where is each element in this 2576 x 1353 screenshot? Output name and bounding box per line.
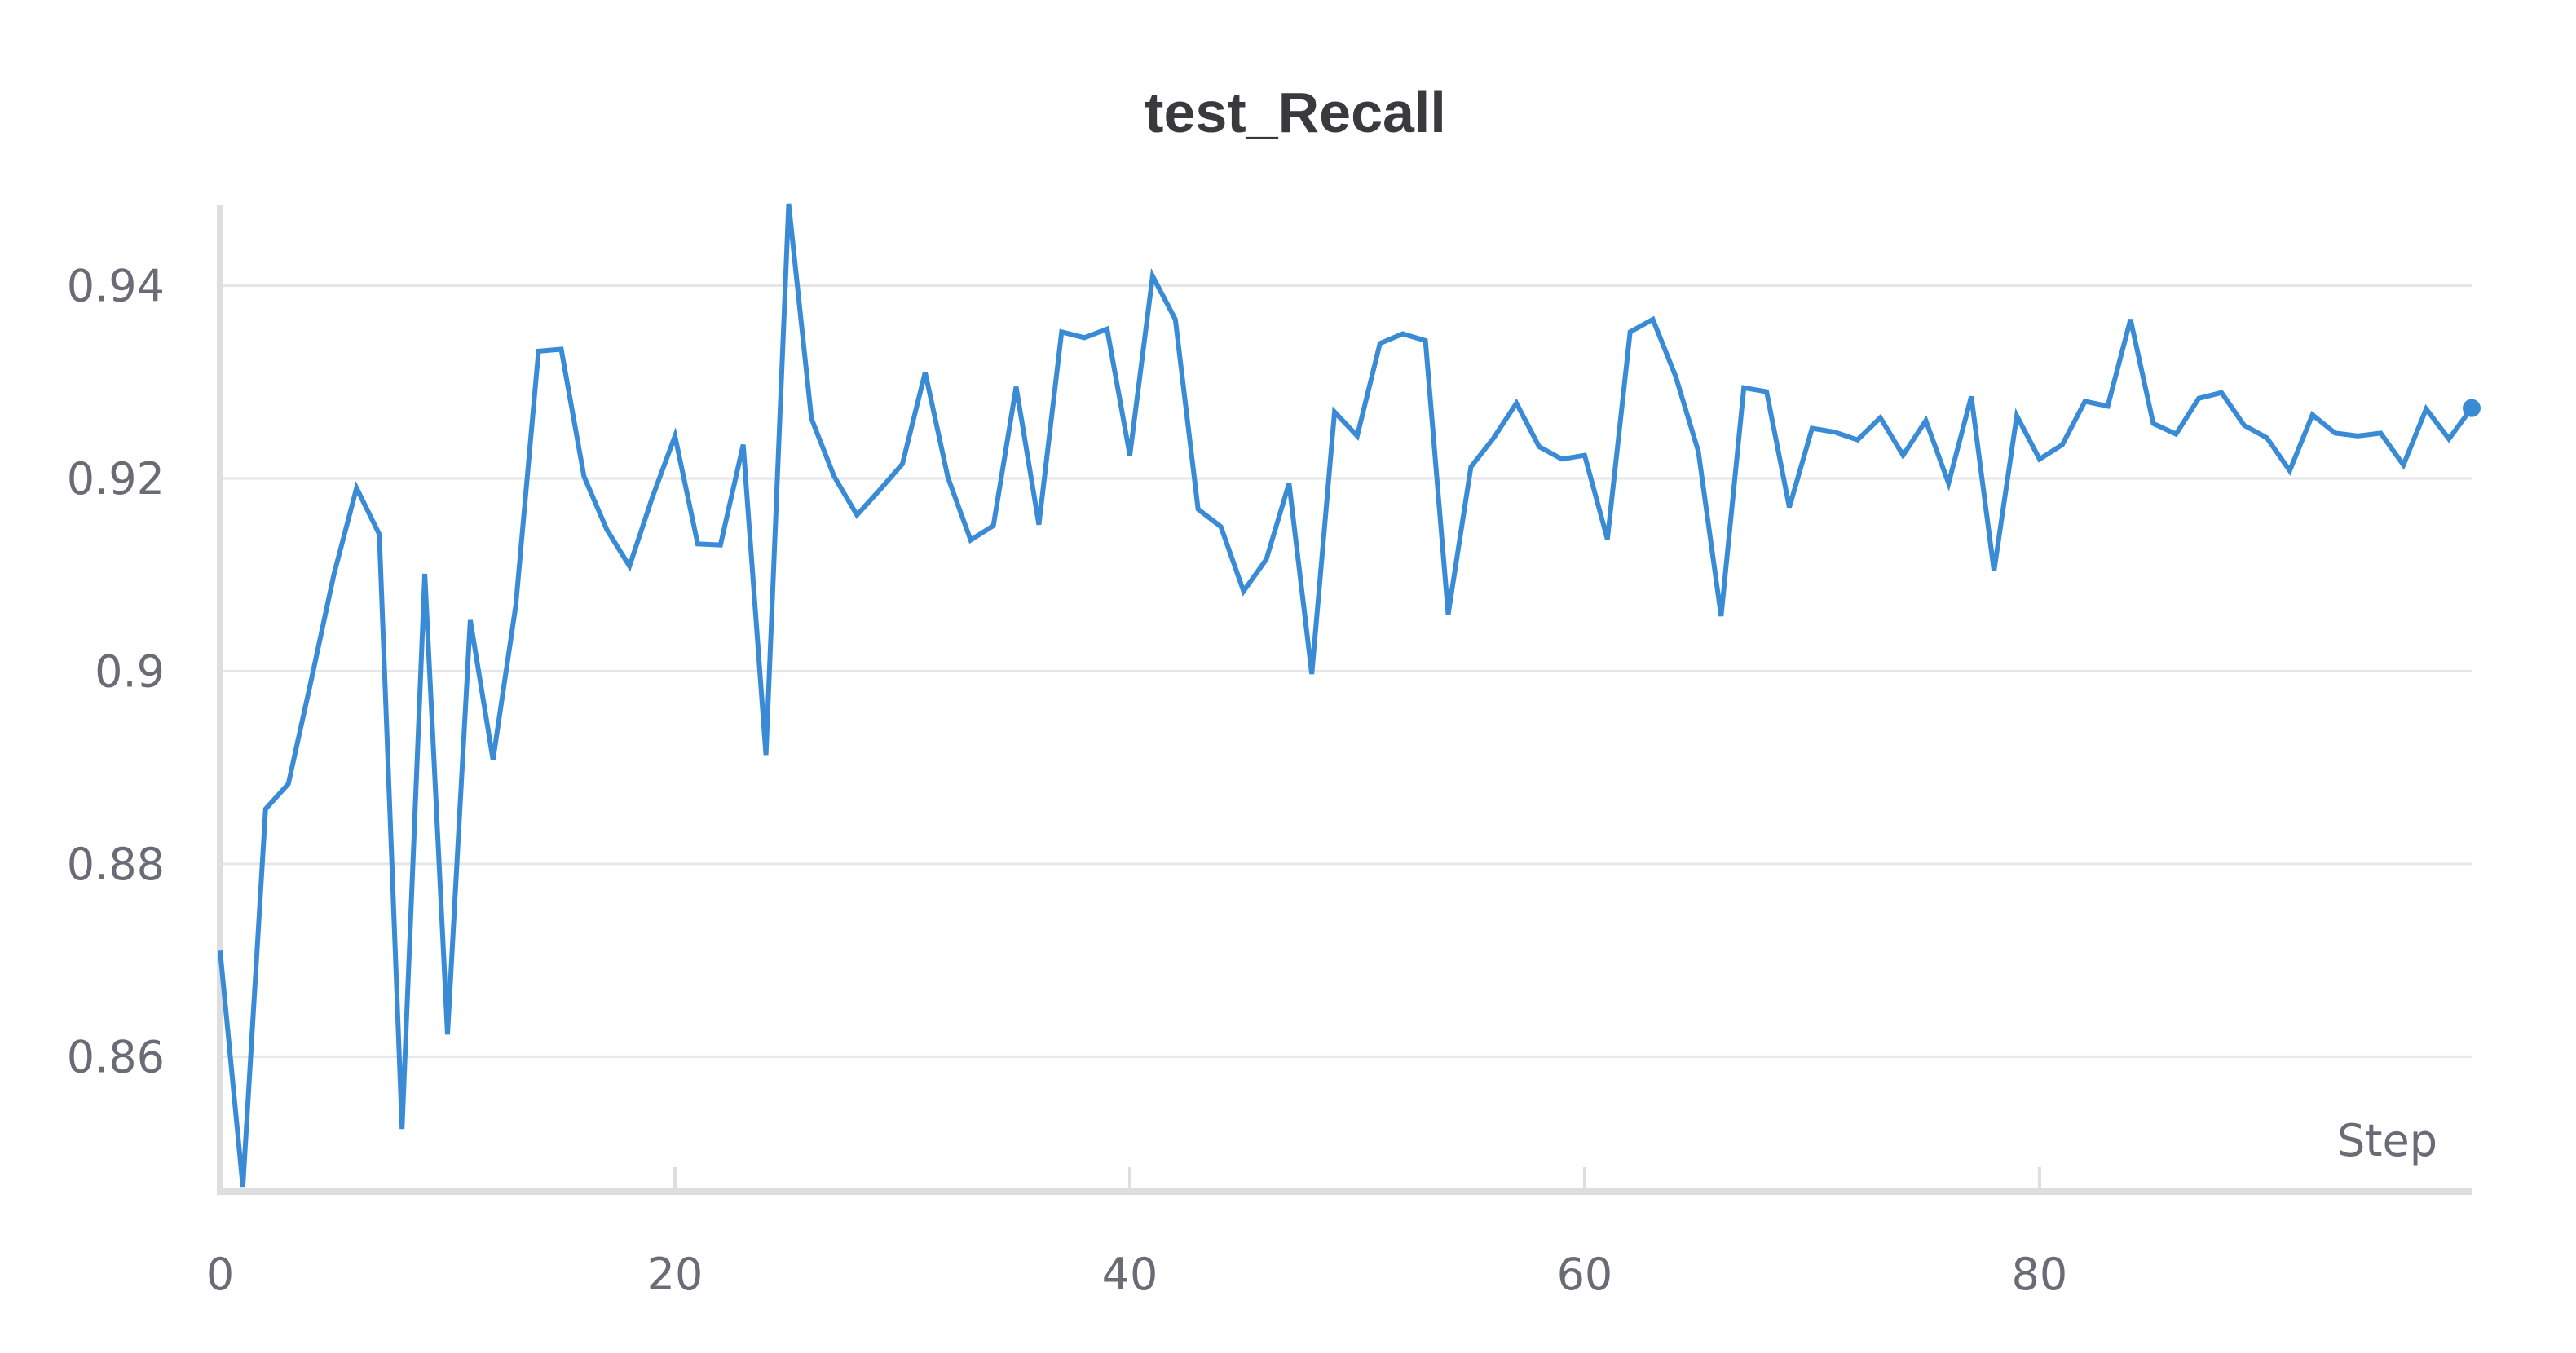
y-tick-label: 0.86 <box>67 1031 165 1082</box>
x-tick-label: 80 <box>2012 1249 2068 1300</box>
axes: 0.86 0.88 0.9 0.92 0.94 0 20 40 60 80 <box>67 205 2472 1300</box>
x-tick-label: 20 <box>647 1249 704 1300</box>
y-tick-label: 0.92 <box>67 453 165 505</box>
y-tick-label: 0.94 <box>67 261 165 312</box>
chart-title: test_Recall <box>1145 81 1446 144</box>
x-tick-label: 60 <box>1557 1249 1613 1300</box>
series-layer <box>218 203 2481 1188</box>
series-line <box>218 203 2474 1188</box>
series-end-point <box>2463 399 2481 417</box>
grid-lines <box>220 284 2472 1058</box>
y-tick-label: 0.9 <box>95 646 165 697</box>
y-tick-label: 0.88 <box>67 839 165 890</box>
x-axis-label: Step <box>2337 1115 2437 1166</box>
x-tick-label: 0 <box>206 1249 234 1300</box>
x-tick-label: 40 <box>1102 1249 1158 1300</box>
